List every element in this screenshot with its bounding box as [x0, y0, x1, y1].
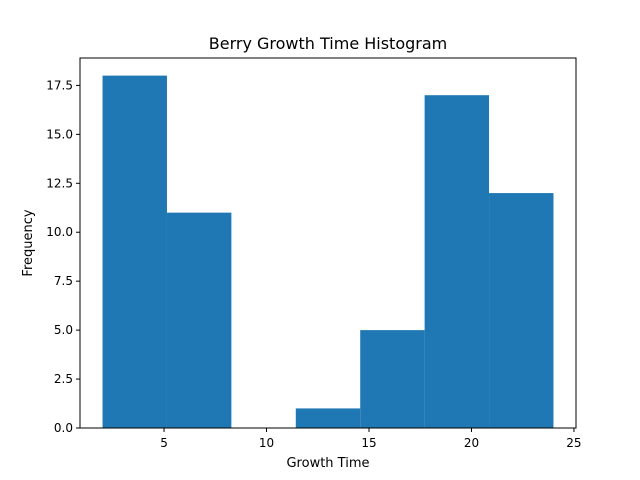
y-tick-label: 5.0: [54, 323, 73, 337]
x-tick-label: 10: [259, 436, 274, 450]
x-tick-label: 5: [160, 436, 168, 450]
x-tick-label: 25: [566, 436, 581, 450]
y-axis-label: Frequency: [21, 209, 36, 276]
x-axis-ticks: 5 10 15 20 25: [160, 428, 582, 450]
bars-group: [102, 75, 554, 428]
plot-frame: [79, 57, 577, 429]
histogram-bar: [102, 75, 167, 428]
y-tick-label: 7.5: [54, 274, 73, 288]
histogram-bar: [424, 95, 490, 428]
chart-title: Berry Growth Time Histogram: [209, 34, 448, 53]
y-tick-label: 12.5: [46, 176, 73, 190]
x-tick-label: 20: [464, 436, 479, 450]
y-tick-label: 17.5: [46, 78, 73, 92]
x-axis-label: Growth Time: [286, 456, 369, 471]
histogram-bar: [489, 193, 554, 428]
y-tick-label: 15.0: [46, 127, 73, 141]
y-axis-ticks: 0.0 2.5 5.0 7.5 10.0 12.5 15.0 17.5: [46, 78, 80, 435]
y-tick-label: 10.0: [46, 225, 73, 239]
histogram-bar: [295, 408, 361, 428]
x-tick-label: 15: [361, 436, 376, 450]
y-tick-label: 0.0: [54, 421, 73, 435]
histogram-bar: [166, 212, 232, 428]
histogram-bar: [360, 330, 425, 428]
y-tick-label: 2.5: [54, 372, 73, 386]
